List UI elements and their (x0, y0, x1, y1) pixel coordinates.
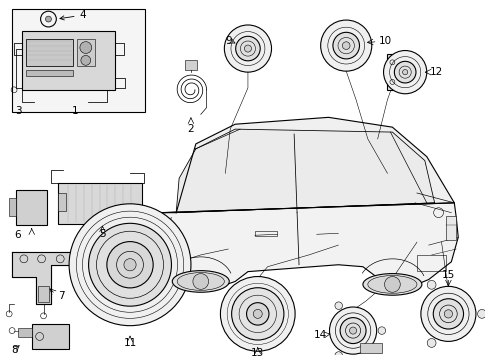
Circle shape (377, 327, 385, 334)
Circle shape (332, 32, 359, 59)
Bar (77, 39, 95, 66)
Circle shape (329, 307, 376, 354)
Ellipse shape (177, 273, 224, 290)
Ellipse shape (172, 271, 229, 292)
Bar (359, 343, 381, 353)
Bar (416, 255, 446, 271)
Circle shape (220, 276, 294, 351)
Circle shape (427, 338, 435, 347)
Bar (9, 198, 16, 216)
Circle shape (69, 204, 190, 326)
Bar (22, 31, 115, 90)
Bar (58, 193, 66, 211)
Text: 11: 11 (123, 338, 136, 348)
Bar (16, 190, 47, 225)
Text: 5: 5 (99, 229, 105, 239)
Bar (254, 231, 277, 236)
Text: 4: 4 (60, 10, 86, 20)
Text: 15: 15 (441, 270, 454, 280)
Circle shape (384, 276, 400, 292)
Circle shape (334, 302, 342, 310)
Circle shape (420, 286, 475, 341)
Circle shape (383, 50, 426, 94)
Circle shape (244, 45, 251, 52)
Bar (12, 9, 144, 112)
Text: 6: 6 (15, 230, 21, 240)
Bar (26, 39, 73, 66)
Text: 10: 10 (378, 36, 391, 46)
Bar (26, 70, 73, 76)
Text: 3: 3 (15, 107, 21, 116)
Circle shape (334, 352, 342, 359)
Text: 2: 2 (187, 124, 194, 134)
Circle shape (224, 25, 271, 72)
Circle shape (123, 258, 136, 271)
Circle shape (320, 20, 371, 71)
Circle shape (107, 242, 153, 288)
Circle shape (192, 274, 208, 289)
Circle shape (477, 310, 486, 318)
Circle shape (45, 16, 51, 22)
Text: 13: 13 (251, 348, 264, 358)
Bar (32, 324, 69, 349)
Text: 7: 7 (58, 291, 64, 301)
Bar (18, 328, 32, 337)
Text: 8: 8 (11, 345, 18, 355)
Bar (386, 54, 396, 90)
Bar (58, 183, 142, 224)
Text: 14: 14 (313, 330, 326, 341)
Bar (184, 60, 197, 70)
Bar (38, 286, 49, 302)
Bar (446, 216, 455, 240)
Circle shape (444, 310, 451, 318)
Circle shape (253, 309, 262, 318)
Circle shape (349, 327, 356, 334)
Text: 9: 9 (224, 36, 231, 46)
Ellipse shape (367, 275, 416, 293)
Text: 1: 1 (72, 107, 78, 116)
Circle shape (81, 55, 91, 65)
Ellipse shape (362, 274, 421, 295)
Polygon shape (159, 203, 457, 288)
Polygon shape (12, 252, 78, 304)
Circle shape (80, 42, 92, 54)
Circle shape (427, 280, 435, 289)
Circle shape (342, 42, 349, 49)
Circle shape (235, 36, 260, 61)
Circle shape (402, 69, 407, 75)
Polygon shape (161, 117, 453, 213)
Text: 12: 12 (429, 67, 442, 77)
Polygon shape (176, 129, 434, 213)
Circle shape (88, 223, 171, 306)
Circle shape (246, 303, 268, 325)
Circle shape (340, 318, 366, 343)
Circle shape (432, 299, 463, 329)
Circle shape (393, 61, 415, 83)
Circle shape (231, 288, 284, 340)
